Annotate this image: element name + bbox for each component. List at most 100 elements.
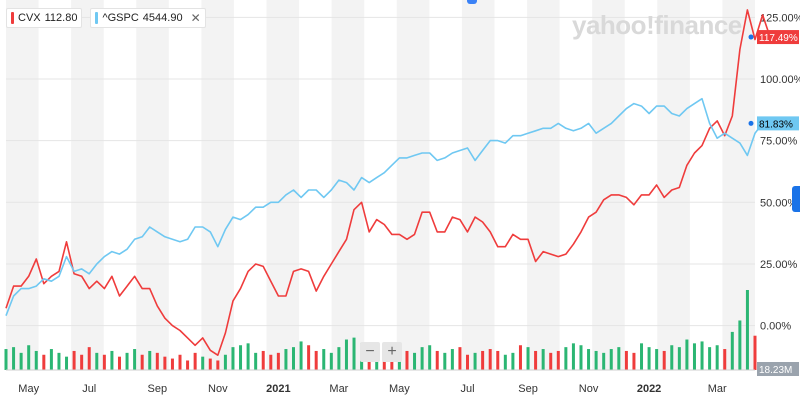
volume-bar — [594, 350, 598, 370]
x-tick-label: Mar — [708, 383, 727, 395]
volume-bar — [102, 354, 106, 370]
volume-bar — [503, 354, 507, 370]
volume-bar — [269, 354, 273, 370]
volume-bar — [700, 341, 704, 370]
volume-bar — [12, 347, 16, 370]
volume-bar — [397, 354, 401, 370]
y-tick-label: 100.00% — [760, 74, 800, 86]
volume-bar — [715, 345, 719, 370]
shading-band — [71, 0, 104, 370]
volume-bar — [246, 343, 250, 370]
volume-bar — [87, 347, 91, 370]
zoom-in-button[interactable]: + — [382, 342, 402, 362]
y-tick-label: 75.00% — [760, 136, 798, 148]
volume-bar — [420, 347, 424, 370]
volume-bar — [231, 347, 235, 370]
yahoo-finance-logo: yahoo!finance — [572, 10, 742, 40]
volume-bar — [186, 360, 190, 370]
legend-chip-gspc[interactable]: ^GSPC 4544.90 ✕ — [90, 8, 206, 28]
volume-bar — [65, 356, 69, 370]
volume-bar — [602, 352, 606, 370]
volume-bar — [518, 345, 522, 370]
x-tick-label: Jul — [82, 383, 96, 395]
volume-bar — [117, 356, 121, 370]
volume-bar — [526, 347, 530, 370]
volume-bar — [216, 360, 220, 370]
volume-bar — [511, 352, 515, 370]
volume-bar — [481, 350, 485, 370]
close-icon[interactable]: ✕ — [190, 11, 201, 25]
volume-bar — [435, 350, 439, 370]
volume-bar — [163, 356, 167, 370]
zoom-controls: − + — [360, 342, 402, 362]
volume-bar — [662, 350, 666, 370]
volume-bar — [4, 349, 8, 370]
volume-bar — [738, 320, 742, 370]
y-tick-label: 25.00% — [760, 259, 798, 271]
series-end-label: 117.49% — [759, 33, 798, 44]
volume-bar — [276, 352, 280, 370]
volume-bar — [541, 349, 545, 370]
x-tick-label: May — [18, 383, 39, 395]
volume-bar — [443, 352, 447, 370]
volume-bar — [632, 352, 636, 370]
side-panel-toggle[interactable] — [792, 186, 800, 212]
x-tick-label: Sep — [518, 383, 538, 395]
legend-chip-cvx[interactable]: CVX 112.80 — [6, 8, 83, 28]
volume-bar — [110, 350, 114, 370]
volume-bar — [466, 354, 470, 370]
volume-bar — [34, 350, 38, 370]
zoom-out-button[interactable]: − — [360, 342, 380, 362]
volume-bar — [284, 349, 288, 370]
volume-bar — [745, 290, 749, 370]
x-tick-label: May — [389, 383, 410, 395]
volume-bar — [587, 349, 591, 370]
volume-bar — [655, 349, 659, 370]
shading-band — [527, 0, 560, 370]
volume-bar — [556, 350, 560, 370]
series-end-dot — [748, 34, 754, 40]
shading-band — [396, 0, 430, 370]
volume-bar — [450, 349, 454, 370]
shading-band — [657, 0, 690, 370]
x-tick-label: 2022 — [637, 383, 661, 395]
volume-bar — [677, 347, 681, 370]
volume-bar — [201, 356, 205, 370]
volume-bar — [223, 354, 227, 370]
volume-bar — [299, 341, 303, 370]
volume-bar — [148, 350, 152, 370]
volume-bar — [133, 349, 137, 370]
volume-bar — [314, 350, 318, 370]
legend-value-cvx: 112.80 — [44, 12, 78, 24]
volume-bar — [723, 349, 727, 370]
legend-value-gspc: 4544.90 — [142, 12, 183, 24]
volume-bar — [352, 337, 356, 370]
volume-bar — [193, 352, 197, 370]
volume-bar — [208, 358, 212, 370]
volume-bar — [609, 349, 613, 370]
volume-label: 18.23M — [759, 365, 792, 376]
chart-top-indicator[interactable] — [467, 0, 477, 4]
volume-bar — [239, 345, 243, 370]
volume-bar — [428, 345, 432, 370]
volume-bar — [170, 358, 174, 370]
x-tick-label: Nov — [579, 383, 599, 395]
series-end-label: 81.83% — [759, 119, 793, 130]
volume-bar — [458, 347, 462, 370]
y-tick-label: 0.00% — [760, 321, 791, 333]
volume-bar — [27, 345, 31, 370]
volume-bar — [647, 347, 651, 370]
volume-label-bg — [757, 362, 799, 376]
volume-bar — [155, 352, 159, 370]
volume-bar — [640, 343, 644, 370]
volume-bar — [254, 352, 258, 370]
volume-bar — [19, 352, 23, 370]
volume-bar — [140, 354, 144, 370]
volume-bar — [49, 349, 53, 370]
shading-band — [592, 0, 625, 370]
volume-bar — [307, 345, 311, 370]
cvx-color-swatch — [11, 12, 14, 24]
volume-bar — [488, 349, 492, 370]
shading-band — [266, 0, 300, 370]
